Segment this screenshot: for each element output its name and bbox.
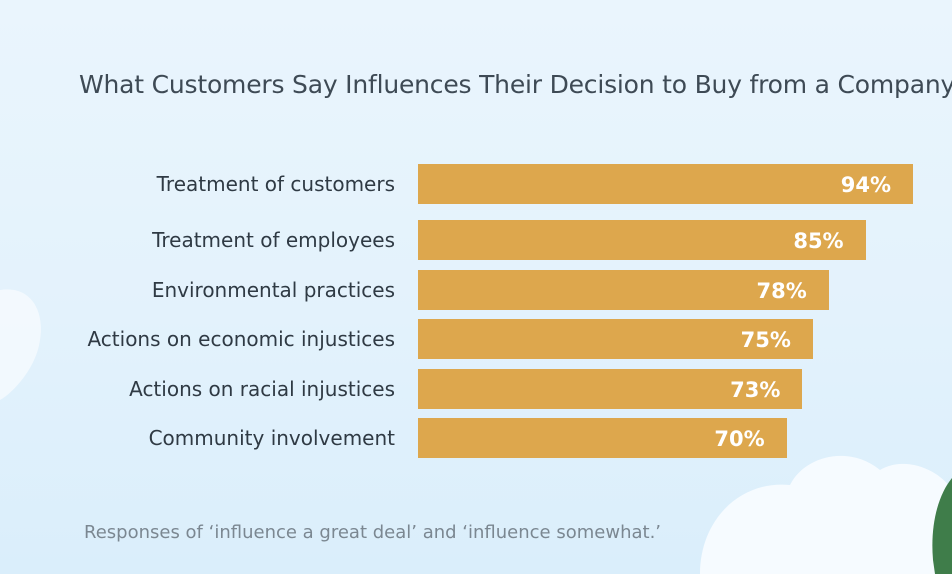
value-label: 94% bbox=[840, 173, 891, 197]
value-label: 75% bbox=[740, 328, 791, 352]
bar bbox=[418, 319, 813, 359]
category-label: Treatment of employees bbox=[152, 228, 395, 252]
bar bbox=[418, 418, 787, 458]
category-label: Actions on racial injustices bbox=[129, 377, 395, 401]
value-label: 78% bbox=[756, 279, 807, 303]
left-cloud-shape bbox=[0, 289, 41, 400]
category-label: Treatment of customers bbox=[156, 172, 395, 196]
bar bbox=[418, 270, 829, 310]
category-label: Community involvement bbox=[148, 426, 395, 450]
value-label: 85% bbox=[793, 229, 844, 253]
chart-footnote: Responses of ‘influence a great deal’ an… bbox=[84, 522, 662, 543]
value-label: 73% bbox=[730, 378, 781, 402]
bar bbox=[418, 220, 866, 260]
value-label: 70% bbox=[714, 427, 765, 451]
bar bbox=[418, 369, 803, 409]
bar bbox=[418, 164, 913, 204]
chart-title: What Customers Say Influences Their Deci… bbox=[79, 70, 952, 99]
tree-shape bbox=[932, 478, 952, 574]
category-label: Environmental practices bbox=[151, 278, 395, 302]
category-label: Actions on economic injustices bbox=[87, 327, 395, 351]
bottom-cloud-shape bbox=[700, 455, 952, 574]
